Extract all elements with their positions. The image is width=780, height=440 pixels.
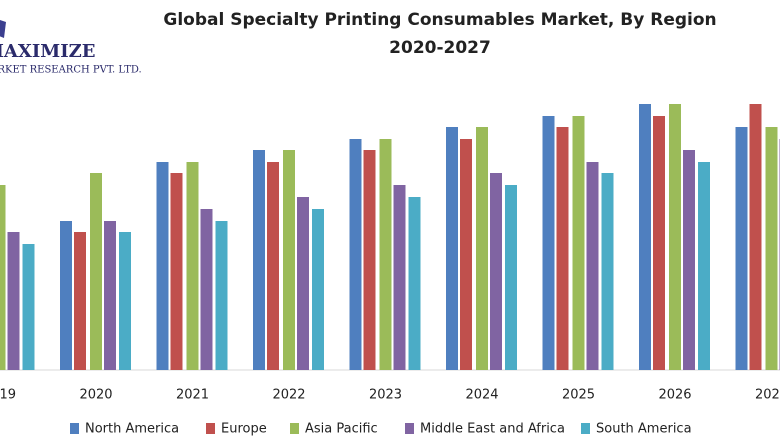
bar xyxy=(297,197,309,370)
legend-label: South America xyxy=(596,422,692,437)
x-tick-label: 2027 xyxy=(755,388,780,403)
bar xyxy=(200,209,213,370)
bar xyxy=(90,173,102,370)
legend-swatch xyxy=(581,423,590,434)
bar xyxy=(542,116,555,370)
bar xyxy=(476,127,488,370)
bar xyxy=(698,162,710,370)
logo-tagline: MARKET RESEARCH PVT. LTD. xyxy=(0,65,142,76)
legend-label: Europe xyxy=(221,422,267,437)
legend-swatch xyxy=(70,423,79,434)
bar xyxy=(490,173,502,370)
bar xyxy=(683,150,695,370)
chart-subtitle: 2020-2027 xyxy=(389,38,491,58)
x-tick-label: 2023 xyxy=(369,388,402,403)
legend-label: Asia Pacific xyxy=(305,422,378,437)
bar xyxy=(74,232,86,370)
bar xyxy=(312,209,324,370)
bar xyxy=(22,244,35,370)
bar xyxy=(669,104,681,370)
x-tick-label: 2025 xyxy=(562,388,595,403)
bar xyxy=(7,232,20,370)
bar xyxy=(379,139,392,370)
x-tick-label: 2019 xyxy=(0,388,16,403)
x-tick-label: 2020 xyxy=(79,388,112,403)
bar xyxy=(0,185,6,370)
bar xyxy=(408,197,421,370)
bar xyxy=(156,162,169,370)
logo-icon xyxy=(0,20,6,38)
logo-name: MAXIMIZE xyxy=(0,41,95,62)
bar xyxy=(601,173,614,370)
bar xyxy=(349,139,362,370)
bar xyxy=(735,127,748,370)
bar xyxy=(765,127,778,370)
bar xyxy=(393,185,406,370)
legend-label: Middle East and Africa xyxy=(420,422,565,437)
x-tick-label: 2022 xyxy=(272,388,305,403)
x-tick-label: 2024 xyxy=(465,388,498,403)
bar xyxy=(215,221,228,370)
bar xyxy=(363,150,376,370)
bar xyxy=(267,162,279,370)
legend-label: North America xyxy=(85,422,179,437)
legend-swatch xyxy=(206,423,215,434)
bar xyxy=(170,173,183,370)
x-tick-label: 2026 xyxy=(658,388,691,403)
bar xyxy=(505,185,517,370)
bar xyxy=(186,162,199,370)
bar xyxy=(446,127,458,370)
bar xyxy=(749,104,762,370)
x-tick-label: 2021 xyxy=(176,388,209,403)
chart-title: Global Specialty Printing Consumables Ma… xyxy=(163,10,716,30)
bar xyxy=(253,150,265,370)
bar xyxy=(572,116,585,370)
bar xyxy=(460,139,472,370)
bar xyxy=(60,221,72,370)
bar xyxy=(653,116,665,370)
legend-swatch xyxy=(290,423,299,434)
bar xyxy=(639,104,651,370)
bar xyxy=(104,221,116,370)
legend-swatch xyxy=(405,423,414,434)
bar xyxy=(556,127,569,370)
bar xyxy=(283,150,295,370)
bar xyxy=(119,232,131,370)
bar xyxy=(586,162,599,370)
